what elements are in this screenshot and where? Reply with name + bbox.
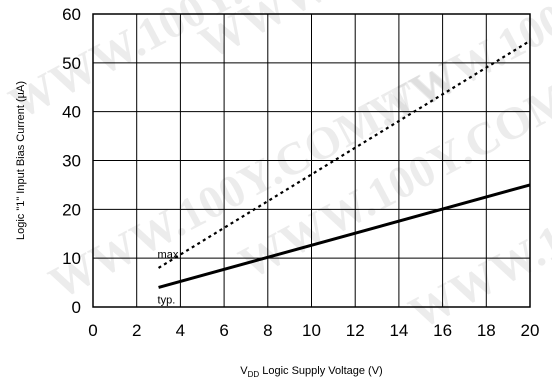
y-axis-title: Logic "1" Input Bias Current (µA) <box>15 81 27 240</box>
watermark-layer: WWW.100Y.COM.TWWWW.100Y.COM.TWWWW.100Y.C… <box>1 0 552 339</box>
x-tick-label: 6 <box>219 321 228 340</box>
x-tick-label: 16 <box>433 321 452 340</box>
x-tick-label: 4 <box>176 321 185 340</box>
series-label-typ: typ. <box>158 294 176 306</box>
y-tick-labels: 0 10 20 30 40 50 60 <box>62 5 81 317</box>
x-tick-labels: 0 2 4 6 8 10 12 14 16 18 20 <box>88 321 539 340</box>
x-axis-title-rest: Logic Supply Voltage (V) <box>259 365 383 377</box>
y-tick-label: 30 <box>62 152 81 171</box>
plot-frame <box>92 13 531 308</box>
x-tick-label: 20 <box>521 321 540 340</box>
y-tick-label: 20 <box>62 200 81 219</box>
series-layer: max typ. <box>157 39 531 306</box>
x-tick-label: 8 <box>263 321 272 340</box>
y-tick-label: 60 <box>62 5 81 24</box>
y-tick-label: 10 <box>62 249 81 268</box>
x-axis-title-subscript: DD <box>248 370 260 379</box>
x-tick-label: 0 <box>88 321 97 340</box>
x-tick-label: 14 <box>389 321 408 340</box>
x-axis-title-main: V <box>240 365 248 377</box>
x-axis-title: VDD Logic Supply Voltage (V) <box>240 365 382 379</box>
series-line-typ <box>158 183 531 289</box>
series-label-max: max <box>158 249 179 261</box>
y-tick-label: 0 <box>72 298 81 317</box>
x-tick-label: 12 <box>346 321 365 340</box>
x-tick-label: 2 <box>132 321 141 340</box>
x-tick-label: 18 <box>477 321 496 340</box>
y-tick-label: 40 <box>62 103 81 122</box>
x-tick-label: 10 <box>302 321 321 340</box>
series-line-max <box>157 39 531 269</box>
y-tick-label: 50 <box>62 54 81 73</box>
